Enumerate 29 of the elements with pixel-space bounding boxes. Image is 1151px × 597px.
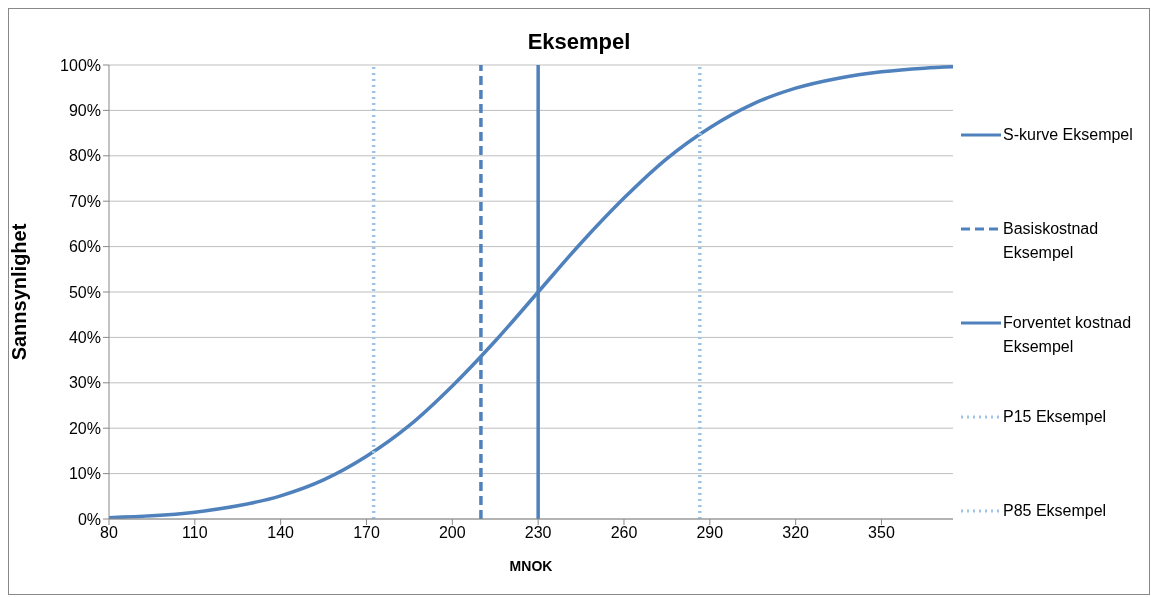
y-tick-label: 80% bbox=[68, 147, 101, 165]
y-tick-label: 30% bbox=[68, 374, 101, 392]
y-tick-label: 0% bbox=[77, 510, 101, 528]
y-tick-label: 100% bbox=[60, 56, 101, 74]
legend-label: S-kurve Eksempel bbox=[1003, 125, 1133, 145]
y-tick-label: 10% bbox=[68, 465, 101, 483]
legend-label: Forventet kostnad Eksempel bbox=[1003, 313, 1133, 357]
chart-title: Eksempel bbox=[526, 29, 632, 55]
x-tick-label: 200 bbox=[438, 524, 466, 542]
legend-label: P85 Eksempel bbox=[1003, 501, 1108, 521]
legend-label: Basiskostnad Eksempel bbox=[1003, 219, 1100, 263]
y-tick-label: 50% bbox=[68, 283, 101, 301]
y-tick-label: 60% bbox=[68, 238, 101, 256]
y-tick-label: 90% bbox=[68, 102, 101, 120]
y-tick-label: 20% bbox=[68, 419, 101, 437]
x-tick-label: 80 bbox=[100, 524, 118, 542]
x-tick-label: 350 bbox=[868, 524, 895, 542]
x-tick-label: 170 bbox=[353, 524, 380, 542]
x-axis-title: MNOK bbox=[509, 558, 553, 574]
x-tick-label: 260 bbox=[610, 524, 638, 542]
x-tick-label: 110 bbox=[182, 524, 208, 542]
y-tick-label: 70% bbox=[68, 192, 101, 210]
legend-label: P15 Eksempel bbox=[1003, 407, 1108, 427]
x-tick-label: 140 bbox=[267, 524, 295, 542]
x-tick-label: 290 bbox=[696, 524, 724, 542]
y-tick-label: 40% bbox=[68, 329, 101, 347]
x-tick-label: 320 bbox=[782, 524, 810, 542]
x-tick-label: 230 bbox=[524, 524, 552, 542]
y-axis-title: Sannsynlighet bbox=[8, 223, 31, 361]
